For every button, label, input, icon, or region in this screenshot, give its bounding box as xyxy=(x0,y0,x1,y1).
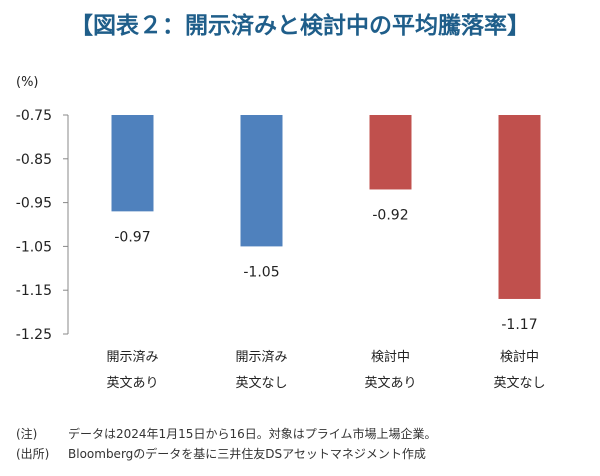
note-label: (注) xyxy=(16,427,38,441)
source-label: (出所) xyxy=(16,447,50,461)
data-label: -0.92 xyxy=(372,207,408,223)
y-tick-label: -1.15 xyxy=(16,283,52,299)
chart-title: 【図表２：開示済みと検討中の平均騰落率】 xyxy=(70,13,530,39)
bar xyxy=(240,115,283,247)
x-tick-label: 英文あり xyxy=(106,376,158,391)
x-tick-label: 開示済み xyxy=(235,349,287,365)
x-tick-label: 検討中 xyxy=(371,349,410,365)
x-tick-label: 開示済み xyxy=(106,349,158,365)
bar-chart: (%) -0.75 -0.85 -0.95 -1.05 -1.15 -1.25 -0.97 開示… xyxy=(16,75,546,391)
data-label: -1.17 xyxy=(501,317,537,333)
data-label: -0.97 xyxy=(114,229,150,245)
bar xyxy=(498,115,541,299)
y-tick-label: -1.05 xyxy=(16,239,52,255)
y-unit-label: (%) xyxy=(16,75,39,90)
data-label: -1.05 xyxy=(243,264,279,280)
x-tick-label: 検討中 xyxy=(500,349,539,365)
y-tick-label: -0.95 xyxy=(16,196,52,212)
bar xyxy=(369,115,412,190)
y-tick-label: -1.25 xyxy=(16,327,52,343)
y-tick-label: -0.75 xyxy=(16,108,52,124)
bar xyxy=(111,115,154,212)
x-tick-label: 英文なし xyxy=(235,376,287,391)
x-tick-label: 英文なし xyxy=(493,376,545,391)
source-row: (出所) Bloombergのデータを基に三井住友DSアセットマネジメント作成 xyxy=(16,445,426,462)
y-tick-label: -0.85 xyxy=(16,152,52,168)
source-text: Bloombergのデータを基に三井住友DSアセットマネジメント作成 xyxy=(68,447,426,461)
note-text: データは2024年1月15日から16日。対象はプライム市場上場企業。 xyxy=(68,427,437,441)
x-tick-label: 英文あり xyxy=(364,376,416,391)
note-row: (注) データは2024年1月15日から16日。対象はプライム市場上場企業。 xyxy=(16,425,436,442)
